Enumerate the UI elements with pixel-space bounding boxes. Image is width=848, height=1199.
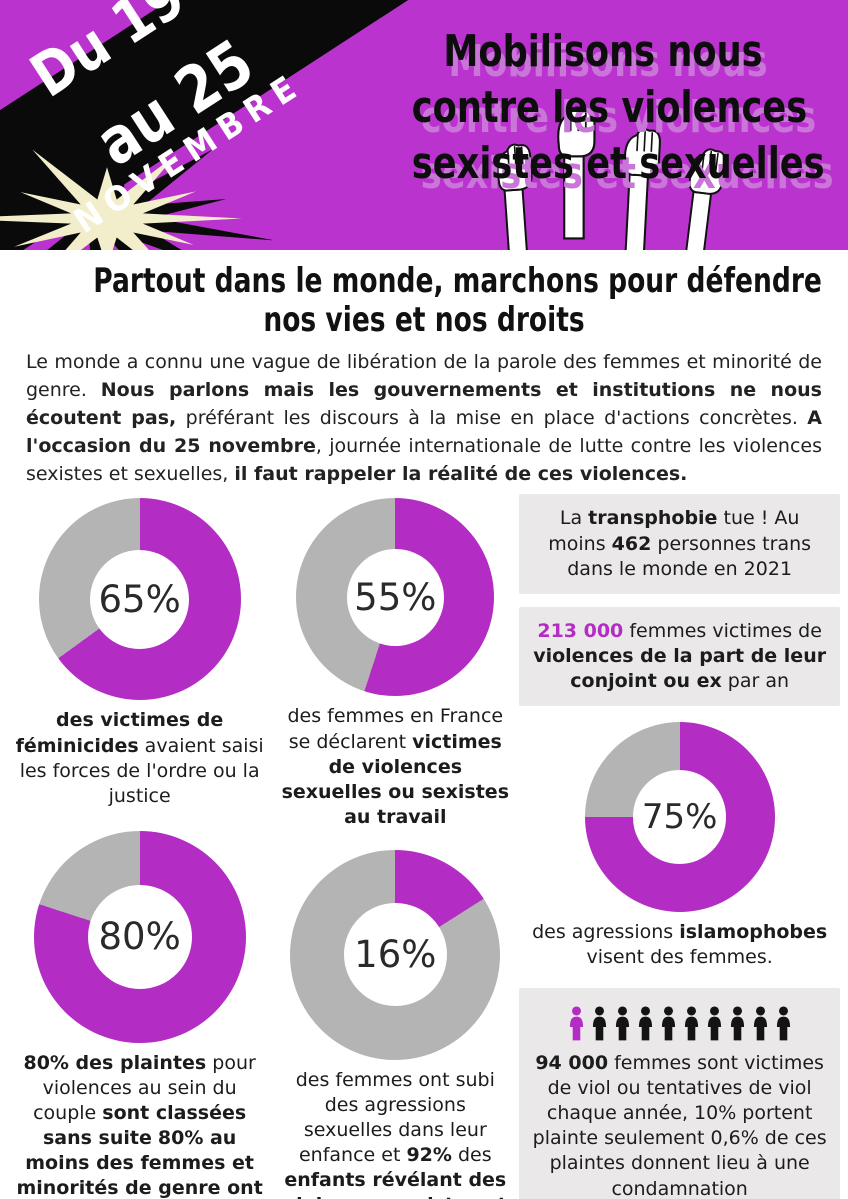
donut-value: 55% <box>354 575 437 619</box>
header-banner: Du 19 au 25 NOVEMBRE Mobilisons nous Mob… <box>0 0 848 250</box>
person-icon <box>776 1006 790 1041</box>
donut-caption-feminicides: des victimes de féminicides avaient sais… <box>15 709 264 807</box>
person-icon <box>753 1006 767 1041</box>
person-icon <box>707 1006 721 1041</box>
donut-chart-travail: 55% <box>296 498 495 697</box>
heading-line: nos vies et nos droits <box>263 300 585 341</box>
info-box-rape: 94 000 femmes sont victimes de viol ou t… <box>519 988 840 1199</box>
donut-chart-enfance: 16% <box>290 849 501 1060</box>
donut-value: 80% <box>98 915 181 959</box>
donut-chart-feminicides: 65% <box>38 498 241 701</box>
intro-paragraph: Le monde a connu une vague de libération… <box>26 350 823 485</box>
donut-caption-islamophobie: des agressions islamophobes visent des f… <box>532 920 828 969</box>
donut-caption-enfance: des femmes ont subi des agressions sexue… <box>284 1068 507 1199</box>
heading-line: Partout dans le monde, marchons pour déf… <box>93 261 822 301</box>
title-text: sexistes et sexuelles <box>411 138 825 189</box>
stats-column-2: 55% des femmes en France se déclarent vi… <box>281 494 509 1199</box>
stats-column-1: 65% des victimes de féminicides avaient … <box>8 494 271 1199</box>
title-line: sexistes et sexuelles sexistes et sexuel… <box>364 138 842 199</box>
donut-caption-plaintes: 80% des plaintes pour violences au sein … <box>16 1051 263 1199</box>
donut-chart-islamophobie: 75% <box>584 721 775 912</box>
person-icon <box>684 1006 698 1041</box>
poster-title: Mobilisons nous Mobilisons nous contre l… <box>364 26 842 199</box>
donut-chart-plaintes: 80% <box>33 830 246 1043</box>
donut-caption-travail: des femmes en France se déclarent victim… <box>281 705 510 828</box>
donut-value: 75% <box>641 796 718 837</box>
info-box-partner-violence: 213 000 femmes victimes de violences de … <box>519 606 840 706</box>
person-icon <box>638 1006 652 1041</box>
person-icon <box>661 1006 675 1041</box>
title-echo: Mobilisons nous <box>448 36 768 87</box>
person-icon <box>592 1006 606 1041</box>
title-text: Mobilisons nous <box>443 26 763 77</box>
title-text: contre les violences <box>411 82 808 133</box>
title-line: contre les violences contre les violence… <box>364 82 842 143</box>
title-echo: sexistes et sexuelles <box>420 148 834 199</box>
stats-column-3: La transphobie tue ! Au moins 462 person… <box>519 494 840 1199</box>
starburst-icon <box>0 119 272 250</box>
people-pictogram <box>529 1006 830 1041</box>
donut-value: 16% <box>354 933 437 977</box>
main-heading: Partout dans le monde, marchons pour déf… <box>0 261 848 341</box>
person-icon <box>730 1006 744 1041</box>
title-line: Mobilisons nous Mobilisons nous <box>364 26 842 87</box>
info-box-rape-text: 94 000 femmes sont victimes de viol ou t… <box>532 1052 827 1199</box>
intro-section: Partout dans le monde, marchons pour déf… <box>0 250 848 488</box>
statistics-grid: 65% des victimes de féminicides avaient … <box>0 488 848 1199</box>
donut-value: 65% <box>98 577 181 621</box>
info-box-transphobia: La transphobie tue ! Au moins 462 person… <box>519 494 840 594</box>
person-icon <box>569 1006 583 1041</box>
title-echo: contre les violences <box>420 92 817 143</box>
person-icon <box>615 1006 629 1041</box>
